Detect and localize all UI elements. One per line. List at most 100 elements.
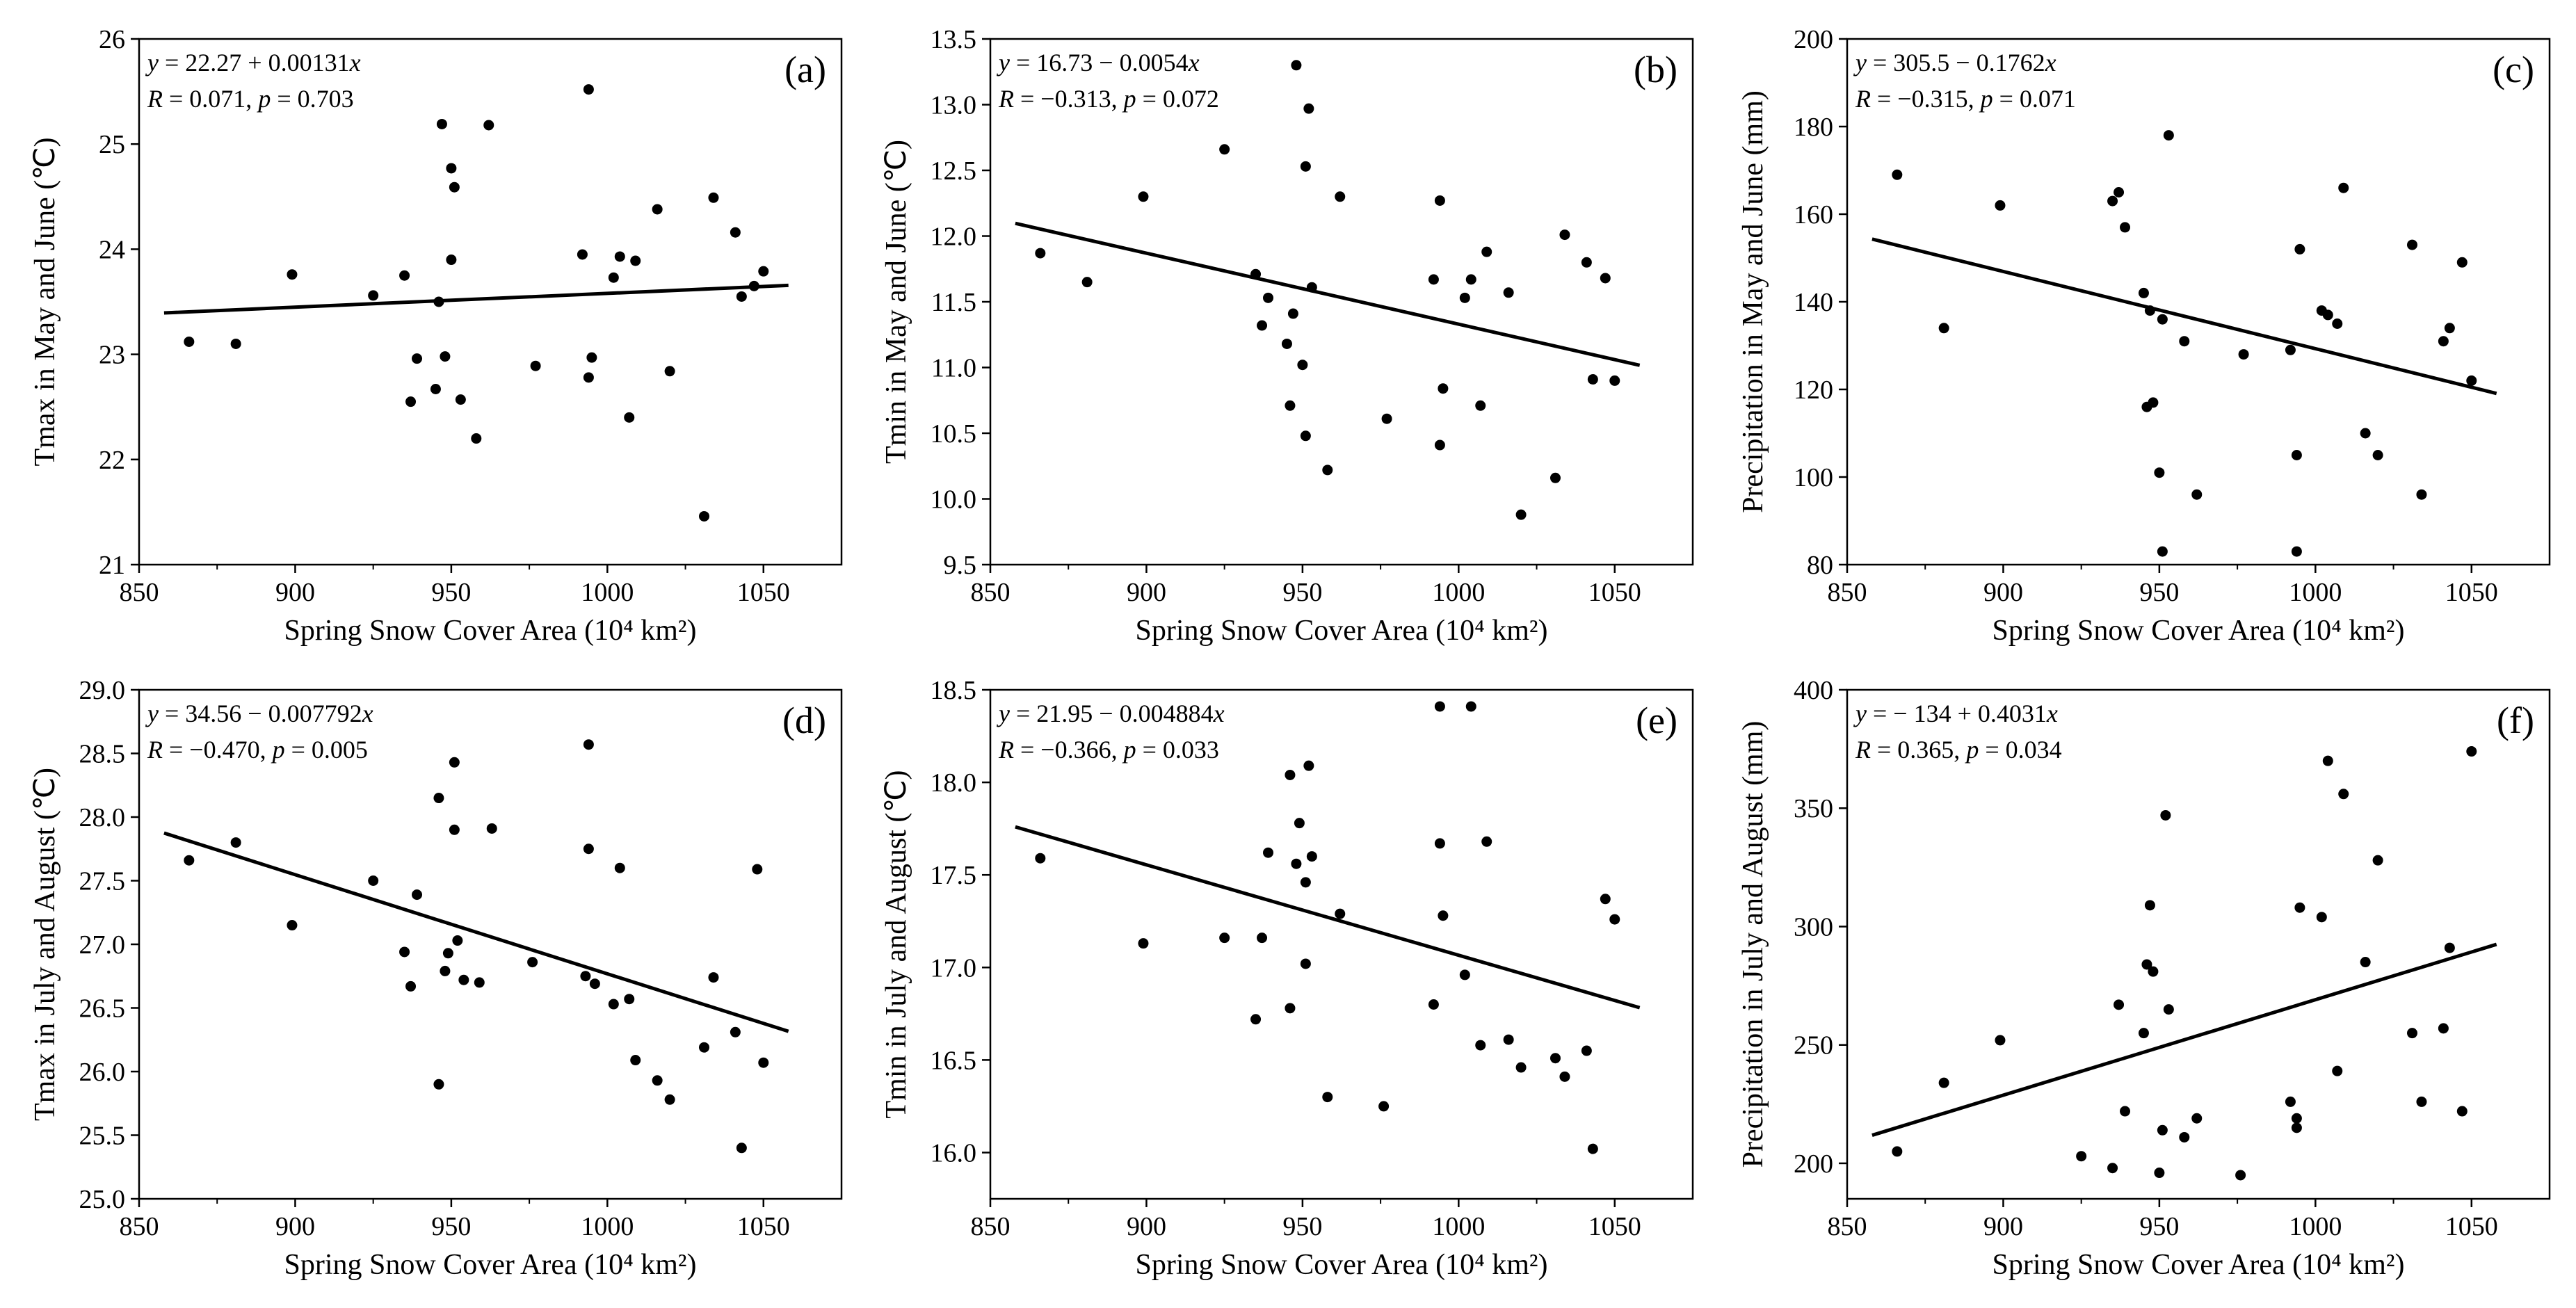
y-tick-label: 16.5 <box>931 1046 977 1075</box>
x-axis-label: Spring Snow Cover Area (10⁴ km²) <box>284 1249 696 1281</box>
data-point <box>730 1026 741 1037</box>
data-point <box>698 510 709 522</box>
data-point <box>652 204 663 215</box>
y-tick-label: 18.0 <box>931 768 977 798</box>
data-point <box>1559 229 1570 241</box>
regression-line <box>1871 237 2497 396</box>
data-point <box>1481 836 1492 847</box>
data-point <box>436 118 447 129</box>
x-axis-label: Spring Snow Cover Area (10⁴ km²) <box>1135 1249 1547 1281</box>
data-point <box>2456 1106 2468 1117</box>
plot-frame <box>138 38 843 566</box>
y-tick-label: 17.5 <box>931 861 977 890</box>
data-point <box>1600 273 1611 284</box>
data-point <box>2141 959 2152 970</box>
data-point <box>2338 182 2349 193</box>
data-point <box>2157 546 2168 557</box>
y-axis-label: Tmin in July and August (℃) <box>880 770 912 1119</box>
x-tick-label: 1000 <box>581 578 634 607</box>
data-point <box>1378 1101 1390 1112</box>
data-point <box>2438 336 2449 347</box>
data-point <box>2291 546 2302 557</box>
regression-line <box>163 831 789 1033</box>
y-axis-label: Precipitation in July and August (mm) <box>1737 721 1769 1168</box>
data-point <box>1515 509 1527 520</box>
data-point <box>1335 908 1346 919</box>
data-point <box>1549 472 1561 483</box>
y-tick-label: 25.5 <box>79 1122 126 1151</box>
data-point <box>586 352 597 363</box>
x-tick-label: 1050 <box>1588 578 1641 607</box>
regression-equation: y = 16.73 − 0.0054x <box>997 49 1200 76</box>
panel-label: (f) <box>2497 700 2534 741</box>
data-point <box>483 120 494 131</box>
x-tick-label: 1000 <box>581 1212 634 1241</box>
y-tick-label: 100 <box>1794 463 1833 492</box>
data-point <box>2076 1151 2087 1162</box>
data-point <box>2235 1170 2246 1181</box>
panel-c: 850 900 950 1000 1050 80 100 120 140 160 180 200 Spr… <box>1737 25 2551 647</box>
regression-equation: y = − 134 + 0.4031x <box>1853 700 2058 727</box>
data-point <box>1263 292 1274 303</box>
data-point <box>2285 1096 2296 1107</box>
x-tick-label: 950 <box>1282 1212 1322 1241</box>
regression-line <box>1871 942 2497 1137</box>
data-point <box>758 266 769 277</box>
data-point <box>2406 1028 2417 1039</box>
data-point <box>748 280 759 291</box>
data-point <box>287 269 298 280</box>
data-point <box>1609 375 1620 386</box>
data-point <box>1434 195 1445 206</box>
data-point <box>2444 942 2455 953</box>
y-tick-label: 13.5 <box>931 25 977 54</box>
data-point <box>368 875 379 886</box>
panel-label: (d) <box>782 700 826 741</box>
data-point <box>433 296 444 307</box>
data-point <box>580 971 591 982</box>
data-point <box>446 255 457 266</box>
x-tick-label: 850 <box>120 1212 159 1241</box>
data-point <box>1300 430 1311 442</box>
data-point <box>2138 1028 2149 1039</box>
y-tick-label: 27.5 <box>79 867 126 896</box>
data-point <box>2338 789 2349 800</box>
y-tick-label: 13.0 <box>931 91 977 120</box>
data-point <box>2144 900 2155 911</box>
data-point <box>440 351 451 362</box>
data-point <box>608 999 619 1010</box>
x-tick-label: 1000 <box>1432 578 1485 607</box>
x-tick-label: 950 <box>431 578 471 607</box>
data-point <box>433 1079 444 1090</box>
data-point <box>1294 818 1305 829</box>
x-tick-label: 850 <box>1828 578 1867 607</box>
y-tick-label: 22 <box>99 446 125 475</box>
data-point <box>412 889 423 901</box>
data-point <box>583 84 594 95</box>
data-point <box>1581 257 1592 268</box>
data-point <box>2191 489 2203 500</box>
data-point <box>583 372 594 383</box>
data-point <box>446 163 457 174</box>
x-tick-label: 1050 <box>2445 1212 2498 1241</box>
y-tick-label: 140 <box>1794 288 1833 317</box>
y-tick-label: 200 <box>1794 25 1833 54</box>
data-point <box>1300 958 1311 969</box>
data-point <box>1257 320 1268 331</box>
x-tick-label: 1000 <box>2289 578 2342 607</box>
x-tick-label: 900 <box>275 578 315 607</box>
y-tick-label: 12.0 <box>931 223 977 252</box>
data-point <box>471 433 482 444</box>
x-tick-label: 850 <box>971 578 1011 607</box>
data-point <box>758 1057 769 1068</box>
data-point <box>1995 1035 2006 1046</box>
data-point <box>630 255 641 266</box>
data-point <box>2179 336 2190 347</box>
data-point <box>1434 838 1445 849</box>
data-point <box>1381 413 1392 424</box>
data-point <box>2438 1023 2449 1034</box>
data-point <box>1428 999 1439 1010</box>
regression-line <box>163 283 789 315</box>
data-point <box>1322 1092 1333 1103</box>
data-point <box>2107 195 2118 207</box>
